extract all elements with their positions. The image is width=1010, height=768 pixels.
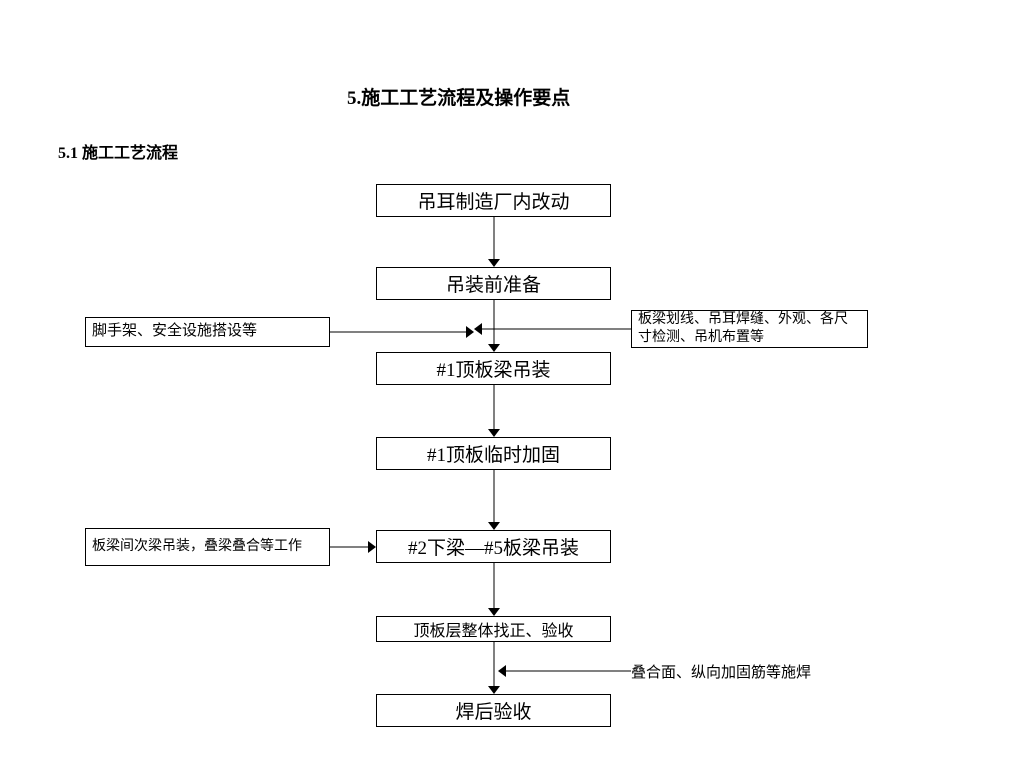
flow-node-2: 吊装前准备	[376, 267, 611, 300]
side-arrow-1	[325, 327, 479, 342]
arrow-down-1	[484, 217, 504, 267]
flow-node-7: 焊后验收	[376, 694, 611, 727]
flow-node-4: #1顶板临时加固	[376, 437, 611, 470]
arrow-down-3	[484, 385, 504, 437]
arrow-down-4	[484, 470, 504, 530]
flow-node-5: #2下梁—#5板梁吊装	[376, 530, 611, 563]
flow-node-3: #1顶板梁吊装	[376, 352, 611, 385]
arrow-down-5	[484, 563, 504, 616]
main-title: 5.施工工艺流程及操作要点	[347, 83, 570, 110]
flow-node-6: 顶板层整体找正、验收	[376, 616, 611, 642]
side-note-2: 板梁划线、吊耳焊缝、外观、各尺寸检测、吊机布置等	[631, 310, 868, 348]
flow-node-1: 吊耳制造厂内改动	[376, 184, 611, 217]
sub-title: 5.1 施工工艺流程	[58, 139, 178, 163]
side-arrow-2	[469, 324, 636, 339]
side-note-4: 叠合面、纵向加固筋等施焊	[631, 661, 868, 682]
side-arrow-3	[330, 537, 376, 557]
side-arrow-4	[498, 661, 631, 681]
side-note-3: 板梁间次梁吊装，叠梁叠合等工作	[85, 528, 330, 566]
side-note-1: 脚手架、安全设施搭设等	[85, 317, 330, 347]
